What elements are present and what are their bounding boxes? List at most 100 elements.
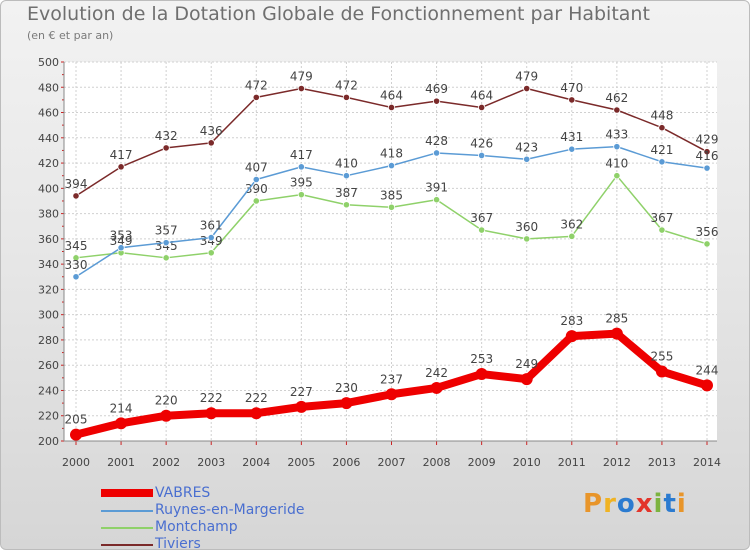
data-point-vabres — [520, 373, 533, 386]
data-point-montchamp — [523, 235, 531, 243]
data-label-tiviers: 472 — [245, 78, 268, 92]
legend-swatch-ruynes-en-margeride — [101, 510, 153, 512]
data-point-ruynes-en-margeride — [658, 158, 666, 166]
chart-title: Evolution de la Dotation Globale de Fonc… — [27, 3, 650, 25]
data-label-vabres: 283 — [560, 314, 583, 328]
data-label-montchamp: 349 — [110, 234, 133, 248]
data-label-montchamp: 345 — [65, 239, 88, 253]
data-point-montchamp — [297, 191, 305, 199]
data-label-tiviers: 479 — [515, 70, 538, 84]
data-label-tiviers: 464 — [380, 88, 403, 102]
data-label-vabres: 214 — [110, 401, 133, 415]
data-point-tiviers — [207, 139, 215, 147]
legend-label-montchamp: Montchamp — [155, 519, 238, 535]
x-tick-label: 2007 — [378, 456, 406, 469]
data-label-tiviers: 472 — [335, 78, 358, 92]
data-label-ruynes-en-margeride: 426 — [470, 136, 493, 150]
data-point-tiviers — [72, 192, 80, 200]
data-point-tiviers — [478, 103, 486, 112]
legend-label-vabres: VABRES — [155, 485, 211, 501]
y-tick-label: 400 — [38, 182, 59, 195]
data-label-montchamp: 356 — [696, 225, 719, 239]
x-tick-label: 2008 — [423, 456, 451, 469]
data-label-ruynes-en-margeride: 433 — [605, 128, 628, 142]
data-label-tiviers: 436 — [200, 124, 223, 138]
data-point-tiviers — [252, 93, 260, 101]
data-label-ruynes-en-margeride: 431 — [560, 130, 583, 144]
logo-letter: r — [603, 489, 617, 519]
data-label-tiviers: 470 — [560, 81, 583, 95]
data-label-ruynes-en-margeride: 423 — [515, 140, 538, 154]
y-tick-label: 240 — [38, 384, 59, 397]
data-point-vabres — [475, 368, 488, 381]
y-tick-label: 480 — [38, 81, 59, 94]
data-point-tiviers — [297, 84, 305, 93]
data-point-montchamp — [387, 203, 396, 211]
data-label-montchamp: 367 — [470, 211, 493, 225]
data-point-montchamp — [342, 201, 351, 209]
data-point-montchamp — [207, 249, 215, 257]
data-label-tiviers: 469 — [425, 82, 448, 96]
data-label-montchamp: 360 — [515, 220, 538, 234]
x-tick-label: 2003 — [197, 456, 225, 469]
data-label-ruynes-en-margeride: 407 — [245, 160, 268, 174]
data-point-vabres — [655, 365, 668, 378]
plot-area — [64, 62, 717, 441]
data-point-montchamp — [613, 172, 621, 180]
data-point-tiviers — [117, 163, 125, 171]
data-point-montchamp — [162, 254, 170, 262]
data-point-ruynes-en-margeride — [72, 273, 80, 281]
logo-letter: o — [616, 489, 636, 519]
data-label-montchamp: 362 — [560, 217, 583, 231]
data-point-ruynes-en-margeride — [703, 164, 711, 172]
data-label-tiviers: 417 — [110, 148, 133, 162]
data-label-tiviers: 394 — [65, 177, 88, 191]
data-label-vabres: 222 — [245, 391, 268, 405]
data-label-vabres: 285 — [605, 312, 628, 326]
data-label-montchamp: 367 — [650, 211, 673, 225]
data-label-vabres: 205 — [65, 413, 88, 427]
data-label-ruynes-en-margeride: 361 — [200, 219, 223, 233]
y-tick-label: 260 — [38, 359, 59, 372]
y-tick-label: 420 — [38, 157, 59, 170]
x-tick-label: 2005 — [287, 456, 315, 469]
data-point-vabres — [610, 327, 623, 340]
proxiti-logo: Proxiti — [583, 489, 687, 519]
data-label-vabres: 222 — [200, 391, 223, 405]
data-point-vabres — [160, 409, 173, 422]
x-tick-label: 2001 — [107, 456, 135, 469]
data-label-vabres: 255 — [650, 350, 673, 364]
y-tick-label: 300 — [38, 309, 59, 322]
legend-swatch-montchamp — [101, 527, 153, 529]
data-label-tiviers: 432 — [155, 129, 178, 143]
data-point-vabres — [205, 407, 218, 420]
data-label-montchamp: 390 — [245, 182, 268, 196]
data-label-ruynes-en-margeride: 428 — [425, 134, 448, 148]
data-point-vabres — [115, 417, 128, 430]
logo-letter: x — [635, 489, 654, 519]
data-point-tiviers — [613, 106, 621, 114]
data-point-ruynes-en-margeride — [207, 234, 215, 242]
data-point-tiviers — [162, 144, 170, 152]
y-tick-label: 340 — [38, 258, 59, 271]
x-tick-label: 2013 — [648, 456, 676, 469]
x-tick-label: 2012 — [603, 456, 631, 469]
legend-swatch-tiviers — [101, 544, 153, 546]
x-tick-label: 2009 — [468, 456, 496, 469]
data-label-vabres: 253 — [470, 352, 493, 366]
data-point-vabres — [340, 397, 353, 410]
logo-letter: t — [663, 489, 677, 519]
data-point-vabres — [385, 388, 398, 401]
data-label-vabres: 244 — [696, 363, 719, 377]
data-label-ruynes-en-margeride: 410 — [335, 157, 358, 171]
legend-label-tiviers: Tiviers — [155, 536, 201, 550]
data-point-montchamp — [568, 232, 576, 240]
data-point-vabres — [70, 428, 82, 441]
data-label-ruynes-en-margeride: 330 — [65, 258, 88, 272]
data-label-ruynes-en-margeride: 418 — [380, 147, 403, 161]
data-label-ruynes-en-margeride: 417 — [290, 148, 313, 162]
x-tick-label: 2004 — [242, 456, 270, 469]
data-point-montchamp — [252, 197, 260, 205]
data-point-tiviers — [387, 103, 396, 112]
